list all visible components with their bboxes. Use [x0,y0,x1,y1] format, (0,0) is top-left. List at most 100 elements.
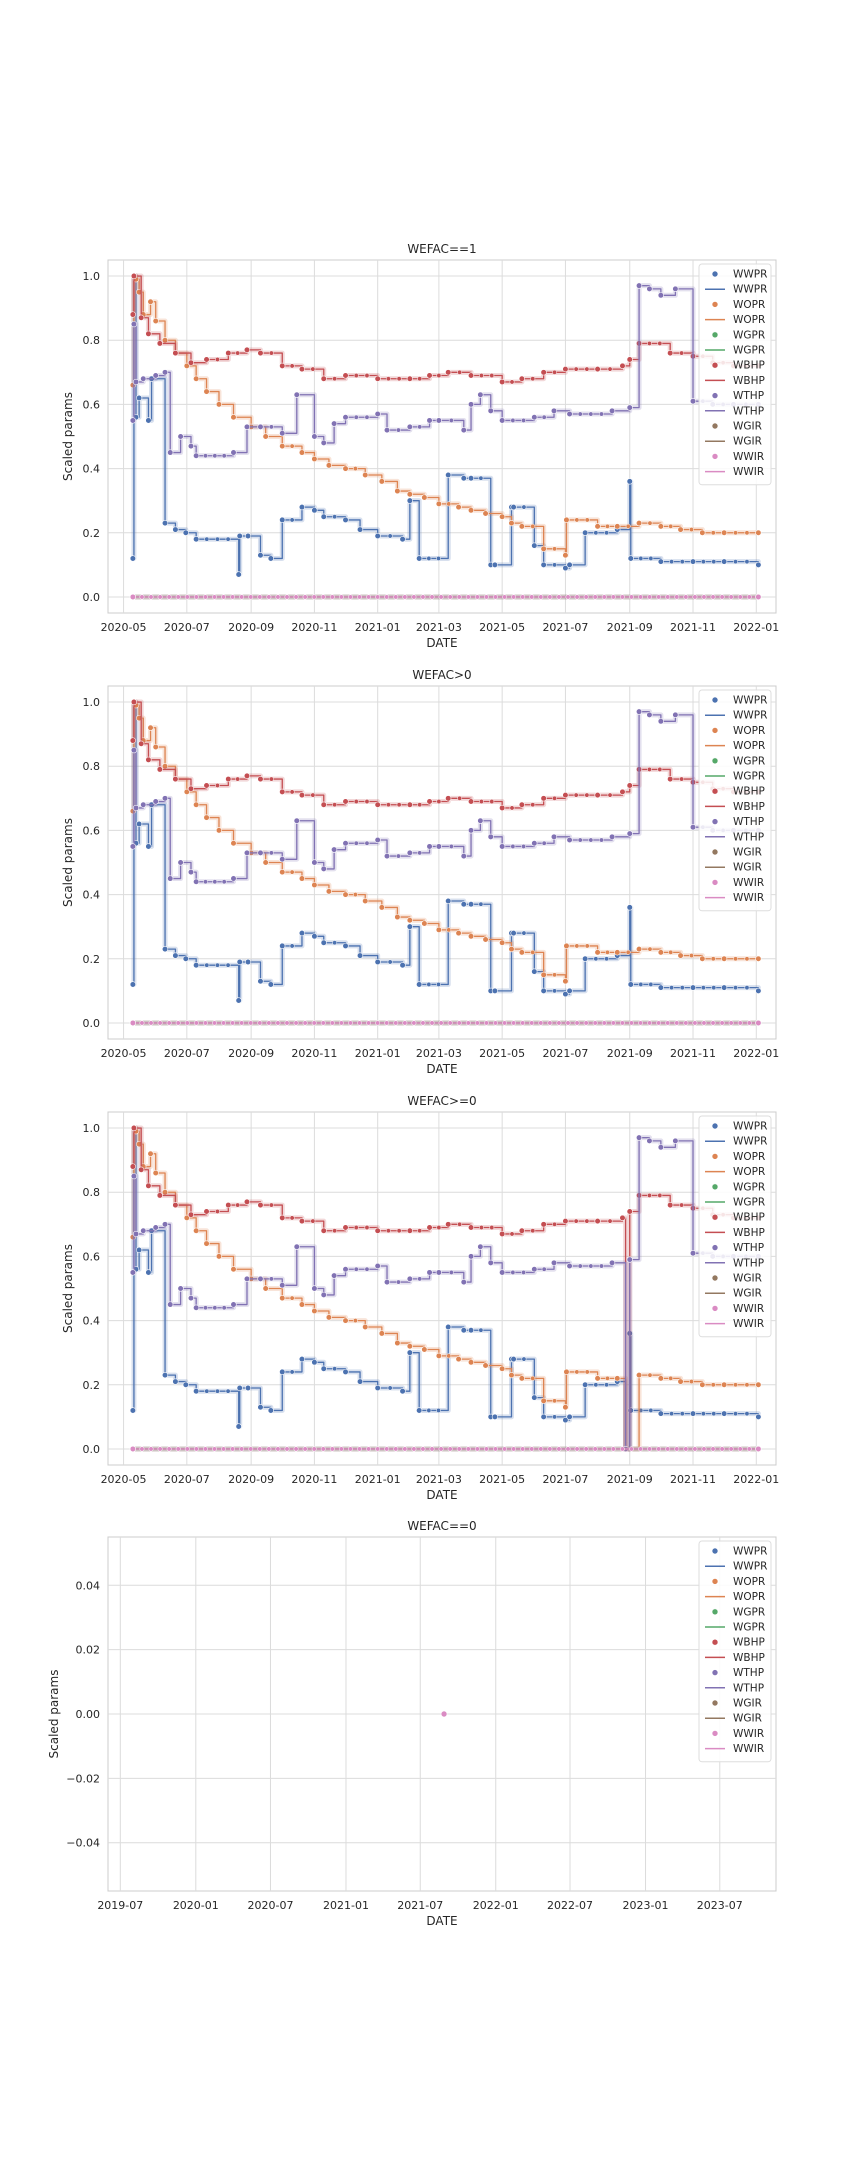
data-point [733,1382,738,1388]
data-point [302,594,308,600]
data-point [648,981,654,987]
data-point [510,418,516,423]
data-point [625,523,631,529]
legend-marker [711,392,719,399]
data-point [129,1269,136,1276]
x-tick-label: 2023-01 [623,1899,669,1912]
data-point [138,740,145,747]
data-point [214,962,220,968]
data-point [610,594,616,600]
data-point [187,1295,195,1302]
data-point [509,1231,515,1237]
data-point [531,968,538,975]
data-point [157,594,163,600]
data-point [257,1020,263,1026]
data-point [755,1019,762,1027]
data-point [510,504,517,511]
legend-entry: WTHP [705,831,764,843]
data-point [356,526,364,533]
data-point [483,594,489,600]
data-point [540,1397,547,1404]
data-point [574,594,580,600]
data-point [538,1446,544,1452]
data-point [665,1446,671,1452]
data-point [499,843,506,850]
data-point [362,897,369,905]
data-point [667,775,674,783]
series-line [132,275,759,556]
data-point [530,376,536,382]
data-point [647,594,653,600]
data-point [562,366,569,373]
data-point [257,1446,263,1452]
x-tick-label: 2021-05 [479,621,525,634]
data-point [262,1285,269,1292]
data-point [744,985,750,991]
data-point [311,433,318,440]
data-point [230,594,236,600]
data-point [157,1446,163,1452]
data-point [692,1446,698,1452]
data-point [338,594,344,600]
legend-marker [711,270,719,278]
data-point [672,711,679,718]
data-point [574,1369,580,1375]
data-point [594,1218,601,1225]
data-point [416,981,423,988]
x-axis-label: DATE [426,636,457,650]
data-point [499,939,506,946]
data-point [540,561,547,568]
x-tick-label: 2020-05 [101,1473,147,1486]
data-point [267,555,274,562]
data-point [298,504,306,511]
data-point [583,1020,589,1026]
data-point [679,350,685,356]
legend-label: WGIR [733,421,762,433]
data-point [147,298,154,305]
data-point [384,1446,390,1452]
data-point [530,523,536,529]
legend-entry: WWIR [711,1303,764,1315]
chart-panel: 2020-05 2020-07 2020-09 2020-11 2021-01 2021-… [61,668,779,1076]
data-point [447,594,453,600]
data-point [279,443,286,450]
data-point [604,523,610,529]
data-point [679,985,685,991]
data-point [311,594,317,600]
data-point [493,1446,498,1452]
data-point [311,933,318,940]
data-point [594,366,601,373]
data-point [352,892,358,898]
data-point [331,846,338,853]
data-point [733,559,738,565]
legend-label: WOPR [733,1576,765,1588]
data-point [402,594,408,600]
legend-entry: WBHP [705,1652,765,1664]
legend: WWPR WWPR WOPR WOPR WGPR WGPR WBHP WBHP WTHP WTHP… [698,689,772,912]
data-point [193,536,200,543]
data-point [329,1020,335,1026]
data-point [298,1218,306,1225]
data-point [416,555,423,562]
data-point [755,987,762,994]
data-point [435,843,442,850]
data-point [193,878,200,885]
data-point [647,946,653,952]
data-point [279,788,286,796]
series-line [132,701,759,982]
data-point [607,366,613,372]
data-point [594,523,601,530]
data-point [447,1446,453,1452]
data-point [236,532,243,540]
data-point [455,504,462,511]
data-point [378,478,385,485]
x-tick-label: 2021-05 [479,1047,525,1060]
data-point [456,1020,462,1026]
data-point [375,1020,381,1026]
data-point [626,478,633,485]
legend-label: WOPR [733,1166,765,1178]
data-point [145,330,152,337]
data-point [677,952,684,959]
x-tick-label: 2020-11 [291,1473,337,1486]
data-point [342,1266,349,1273]
